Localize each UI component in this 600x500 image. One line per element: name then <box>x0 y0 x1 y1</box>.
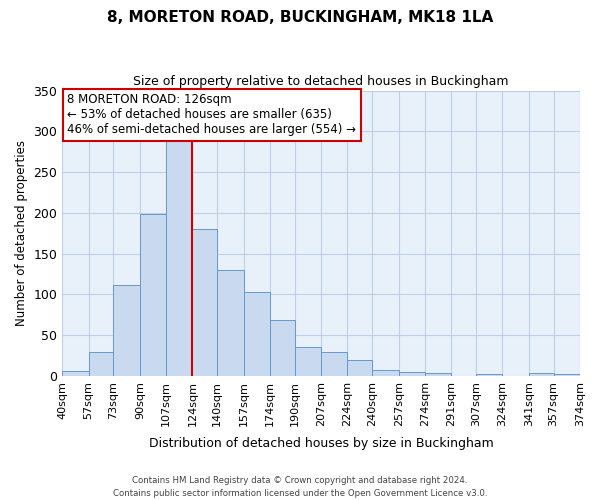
Text: Contains HM Land Registry data © Crown copyright and database right 2024.
Contai: Contains HM Land Registry data © Crown c… <box>113 476 487 498</box>
Bar <box>398 372 425 376</box>
Bar <box>270 320 295 376</box>
Bar <box>425 372 451 376</box>
Bar <box>89 352 113 376</box>
Text: 8, MORETON ROAD, BUCKINGHAM, MK18 1LA: 8, MORETON ROAD, BUCKINGHAM, MK18 1LA <box>107 10 493 25</box>
X-axis label: Distribution of detached houses by size in Buckingham: Distribution of detached houses by size … <box>149 437 494 450</box>
Bar <box>113 286 140 376</box>
Bar <box>372 370 398 376</box>
Bar <box>476 374 502 376</box>
Bar <box>217 270 244 376</box>
Bar <box>295 346 321 376</box>
Bar <box>62 371 89 376</box>
Y-axis label: Number of detached properties: Number of detached properties <box>15 140 28 326</box>
Bar <box>529 374 554 376</box>
Bar <box>193 229 217 376</box>
Bar <box>321 352 347 376</box>
Bar <box>244 292 270 376</box>
Text: 8 MORETON ROAD: 126sqm
← 53% of detached houses are smaller (635)
46% of semi-de: 8 MORETON ROAD: 126sqm ← 53% of detached… <box>67 94 356 136</box>
Bar <box>140 214 166 376</box>
Title: Size of property relative to detached houses in Buckingham: Size of property relative to detached ho… <box>133 75 509 88</box>
Bar <box>347 360 372 376</box>
Bar <box>166 140 193 376</box>
Bar <box>554 374 580 376</box>
